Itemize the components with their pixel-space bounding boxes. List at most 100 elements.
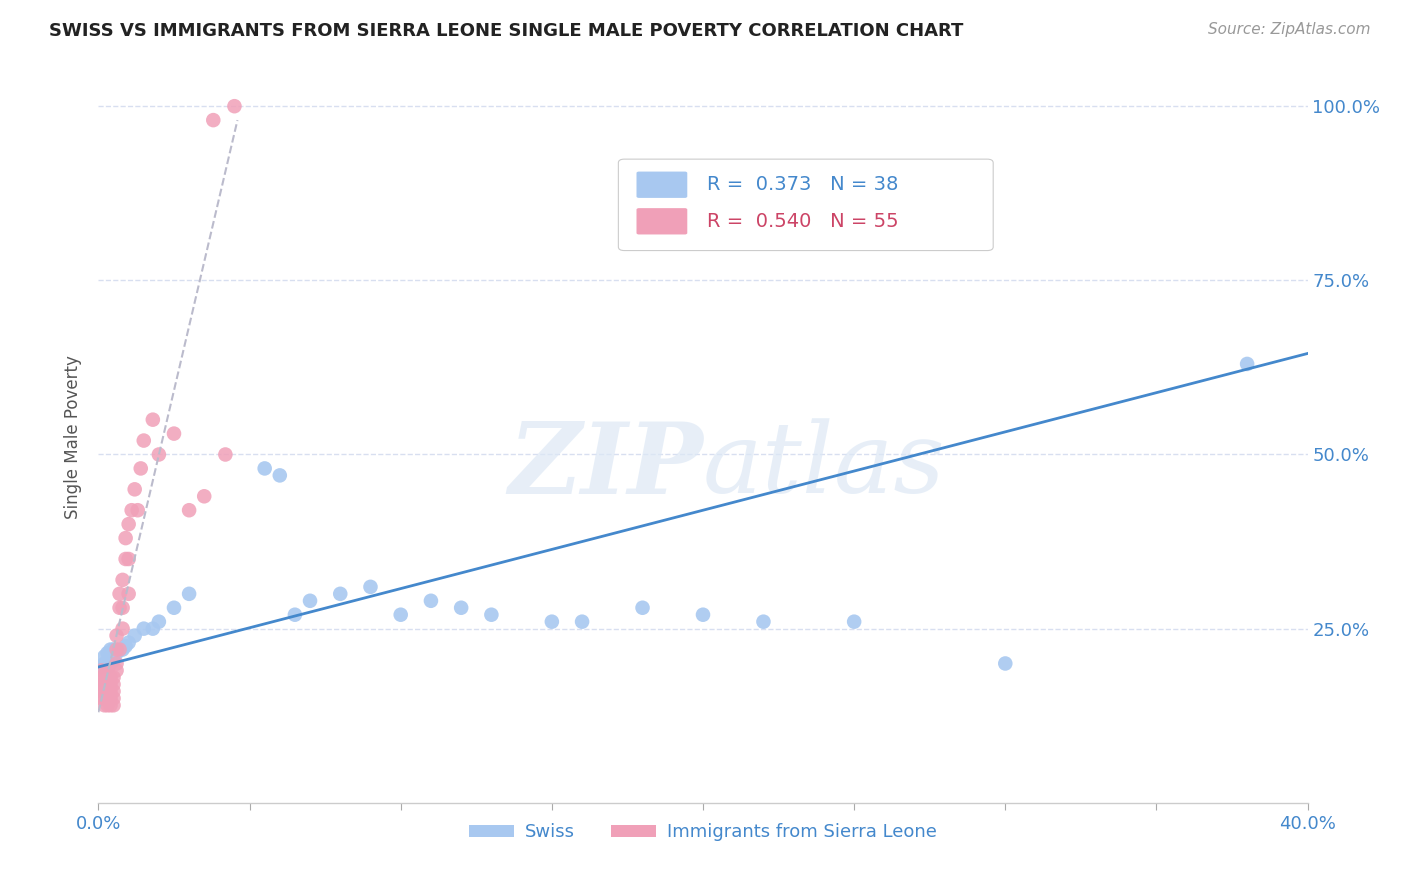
Point <box>96 691 118 706</box>
Point <box>93 698 115 713</box>
Point <box>93 691 115 706</box>
Point <box>108 587 131 601</box>
Point <box>124 483 146 497</box>
Point <box>103 684 125 698</box>
Point <box>93 684 115 698</box>
Point <box>114 552 136 566</box>
Point <box>118 635 141 649</box>
Point <box>100 657 122 671</box>
Point <box>148 615 170 629</box>
Point <box>90 684 112 698</box>
Point <box>121 503 143 517</box>
Text: R =  0.373   N = 38: R = 0.373 N = 38 <box>707 175 898 194</box>
Point <box>105 629 128 643</box>
Point <box>96 664 118 678</box>
Point <box>540 615 562 629</box>
Point <box>103 653 125 667</box>
Point <box>108 642 131 657</box>
Point <box>253 461 276 475</box>
Point <box>132 434 155 448</box>
Point <box>193 489 215 503</box>
Text: SWISS VS IMMIGRANTS FROM SIERRA LEONE SINGLE MALE POVERTY CORRELATION CHART: SWISS VS IMMIGRANTS FROM SIERRA LEONE SI… <box>49 22 963 40</box>
Point <box>96 670 118 684</box>
Point <box>93 677 115 691</box>
Point <box>93 649 115 664</box>
Point <box>111 573 134 587</box>
Y-axis label: Single Male Poverty: Single Male Poverty <box>65 355 83 519</box>
Point <box>124 629 146 643</box>
Point <box>420 594 443 608</box>
Point <box>100 698 122 713</box>
Point <box>93 677 115 691</box>
Point <box>108 642 131 657</box>
Point <box>90 670 112 684</box>
Point <box>105 646 128 660</box>
Point <box>105 657 128 671</box>
Point <box>360 580 382 594</box>
Point <box>127 503 149 517</box>
Point <box>571 615 593 629</box>
Point <box>96 646 118 660</box>
FancyBboxPatch shape <box>637 208 688 235</box>
Point <box>994 657 1017 671</box>
FancyBboxPatch shape <box>619 159 993 251</box>
Point <box>163 426 186 441</box>
Point <box>179 503 201 517</box>
Point <box>96 698 118 713</box>
Point <box>142 622 165 636</box>
Point <box>118 552 141 566</box>
Point <box>103 677 125 691</box>
Point <box>103 642 125 657</box>
Point <box>132 622 155 636</box>
Point <box>105 642 128 657</box>
Point <box>118 587 141 601</box>
Point <box>100 684 122 698</box>
Point <box>142 412 165 426</box>
Point <box>1236 357 1258 371</box>
Point <box>93 670 115 684</box>
Point <box>90 660 112 674</box>
Point <box>118 517 141 532</box>
Point <box>148 448 170 462</box>
Point <box>100 677 122 691</box>
Point <box>103 698 125 713</box>
Point <box>299 594 322 608</box>
Point <box>90 677 112 691</box>
Point <box>179 587 201 601</box>
Text: ZIP: ZIP <box>508 418 703 515</box>
Point <box>114 531 136 545</box>
Point <box>103 670 125 684</box>
Legend: Swiss, Immigrants from Sierra Leone: Swiss, Immigrants from Sierra Leone <box>461 816 945 848</box>
Point <box>631 600 654 615</box>
Point <box>224 99 246 113</box>
Point <box>329 587 352 601</box>
Point <box>100 691 122 706</box>
Point <box>90 691 112 706</box>
Point <box>93 657 115 671</box>
Point <box>108 600 131 615</box>
Point <box>389 607 412 622</box>
Point <box>103 691 125 706</box>
Point <box>481 607 503 622</box>
FancyBboxPatch shape <box>637 171 688 198</box>
Text: Source: ZipAtlas.com: Source: ZipAtlas.com <box>1208 22 1371 37</box>
Point <box>100 642 122 657</box>
Point <box>111 622 134 636</box>
Point <box>96 677 118 691</box>
Point <box>129 461 152 475</box>
Point <box>202 113 225 128</box>
Point <box>111 642 134 657</box>
Point <box>105 664 128 678</box>
Point <box>214 448 236 462</box>
Point <box>692 607 714 622</box>
Point <box>96 684 118 698</box>
Point <box>269 468 291 483</box>
Text: R =  0.540   N = 55: R = 0.540 N = 55 <box>707 211 898 231</box>
Point <box>100 670 122 684</box>
Point <box>844 615 866 629</box>
Point <box>96 660 118 674</box>
Text: atlas: atlas <box>703 418 946 514</box>
Point <box>90 664 112 678</box>
Point <box>752 615 775 629</box>
Point <box>114 639 136 653</box>
